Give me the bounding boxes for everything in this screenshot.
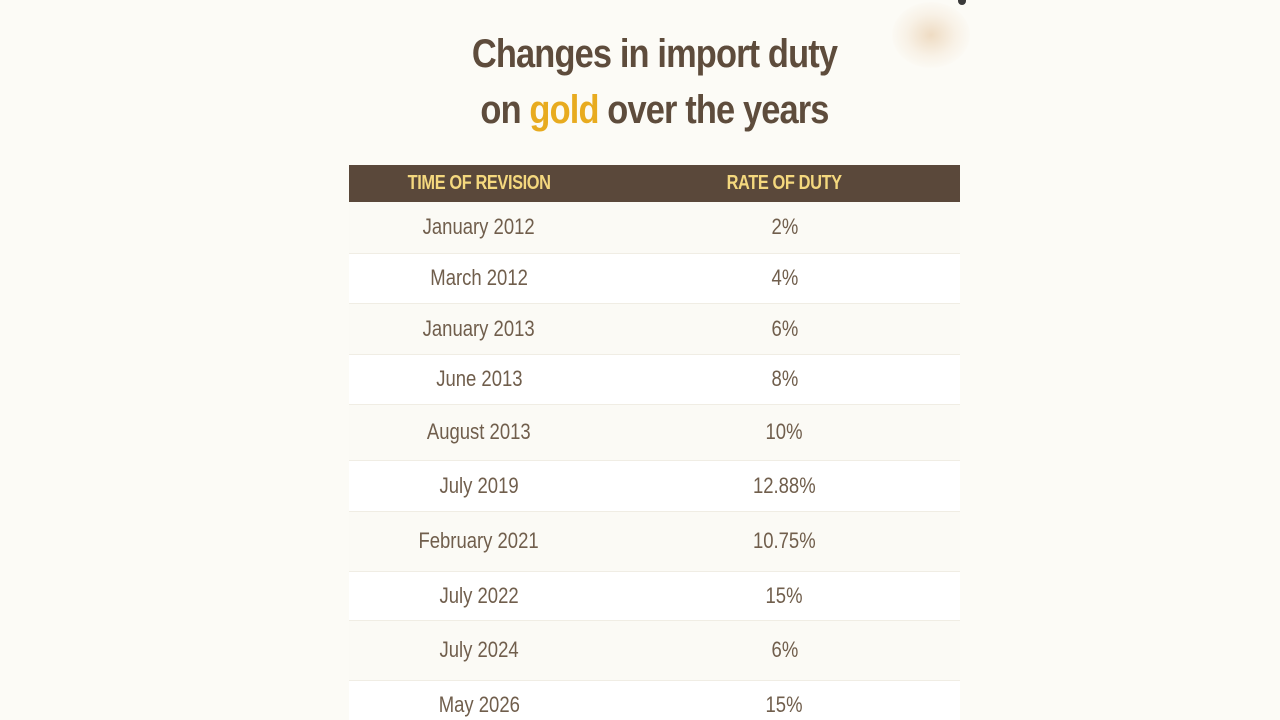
table-row: August 2013 10%: [349, 404, 960, 461]
rate-cell: 15%: [609, 571, 960, 621]
title-line-2-pre: on: [480, 88, 521, 132]
header-rate-of-duty: RATE OF DUTY: [726, 172, 843, 194]
rate-cell: 12.88%: [609, 460, 960, 512]
table-row: March 2012 4%: [349, 253, 960, 304]
rate-cell: 15%: [609, 680, 960, 720]
header-time-of-revision: TIME OF REVISION: [407, 172, 551, 194]
table-row: July 2024 6%: [349, 620, 960, 681]
table-row: May 2026 15%: [349, 680, 960, 720]
time-cell: June 2013: [349, 354, 609, 405]
rate-cell: 10%: [609, 404, 960, 461]
table-row: July 2019 12.88%: [349, 460, 960, 512]
title-highlight-gold: gold: [529, 88, 599, 132]
time-cell: August 2013: [349, 404, 609, 461]
time-cell: July 2022: [349, 571, 609, 621]
page-title: Changes in import duty on gold over the …: [392, 26, 917, 138]
time-cell: March 2012: [349, 253, 609, 304]
decorative-glow: [892, 2, 970, 68]
rate-cell: 8%: [609, 354, 960, 405]
duty-table: TIME OF REVISION RATE OF DUTY January 20…: [349, 165, 960, 720]
time-cell: July 2024: [349, 620, 609, 681]
time-cell: January 2013: [349, 303, 609, 355]
table-row: July 2022 15%: [349, 571, 960, 621]
title-line-1: Changes in import duty: [471, 32, 838, 76]
table-row: February 2021 10.75%: [349, 511, 960, 572]
table-row: January 2012 2%: [349, 202, 960, 254]
time-cell: February 2021: [349, 511, 609, 572]
time-cell: July 2019: [349, 460, 609, 512]
decorative-dot: [958, 0, 966, 5]
rate-cell: 6%: [609, 620, 960, 681]
rate-cell: 6%: [609, 303, 960, 355]
rate-cell: 10.75%: [609, 511, 960, 572]
rate-cell: 2%: [609, 202, 960, 254]
table-row: June 2013 8%: [349, 354, 960, 405]
time-cell: January 2012: [349, 202, 609, 254]
rate-cell: 4%: [609, 253, 960, 304]
table-row: January 2013 6%: [349, 303, 960, 355]
table-header-row: TIME OF REVISION RATE OF DUTY: [349, 165, 960, 202]
title-line-2-post: over the years: [607, 88, 829, 132]
time-cell: May 2026: [349, 680, 609, 720]
